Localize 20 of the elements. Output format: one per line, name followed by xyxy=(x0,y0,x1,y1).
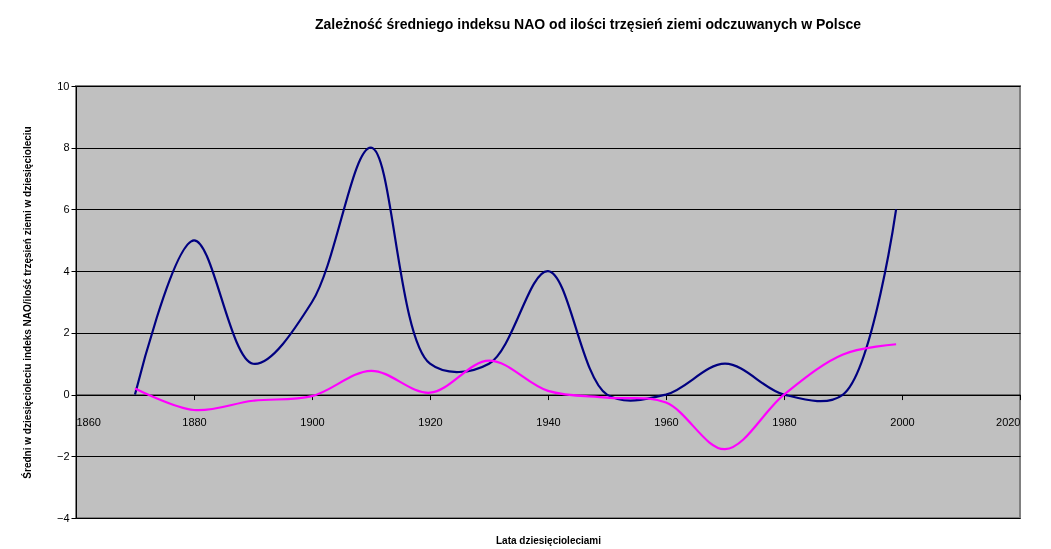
y-tick-label: 8 xyxy=(63,141,70,154)
y-tick-label: 0 xyxy=(63,388,70,401)
x-tick-label: 1960 xyxy=(654,416,679,429)
x-tick-label: 2020 xyxy=(996,416,1021,429)
x-tick-label: 1860 xyxy=(76,416,101,429)
x-tick-label: 1920 xyxy=(418,416,443,429)
y-tick-label: −2 xyxy=(56,449,70,462)
y-tick-label: 6 xyxy=(63,202,70,215)
chart-title: Zależność średniego indeksu NAO od ilości trzęsień ziemi odczuwanych w Polsce xyxy=(314,16,862,32)
y-tick-label: 4 xyxy=(63,264,70,277)
x-tick-label: 1940 xyxy=(536,416,561,429)
y-tick-label: −4 xyxy=(56,511,70,524)
x-tick-label: 1980 xyxy=(772,416,797,429)
x-tick-label: 2000 xyxy=(890,416,915,429)
x-axis-title: Lata dziesięcioleciami xyxy=(495,534,602,546)
x-tick-label: 1880 xyxy=(182,416,207,429)
y-axis-title: Średni w dziesięcioleciu indeks NAO/ilość trzęsień ziemi w dziesięcioleciu xyxy=(20,126,33,479)
y-tick-label: 2 xyxy=(63,326,70,339)
y-tick-label: 10 xyxy=(57,79,70,92)
x-tick-label: 1900 xyxy=(300,416,325,429)
